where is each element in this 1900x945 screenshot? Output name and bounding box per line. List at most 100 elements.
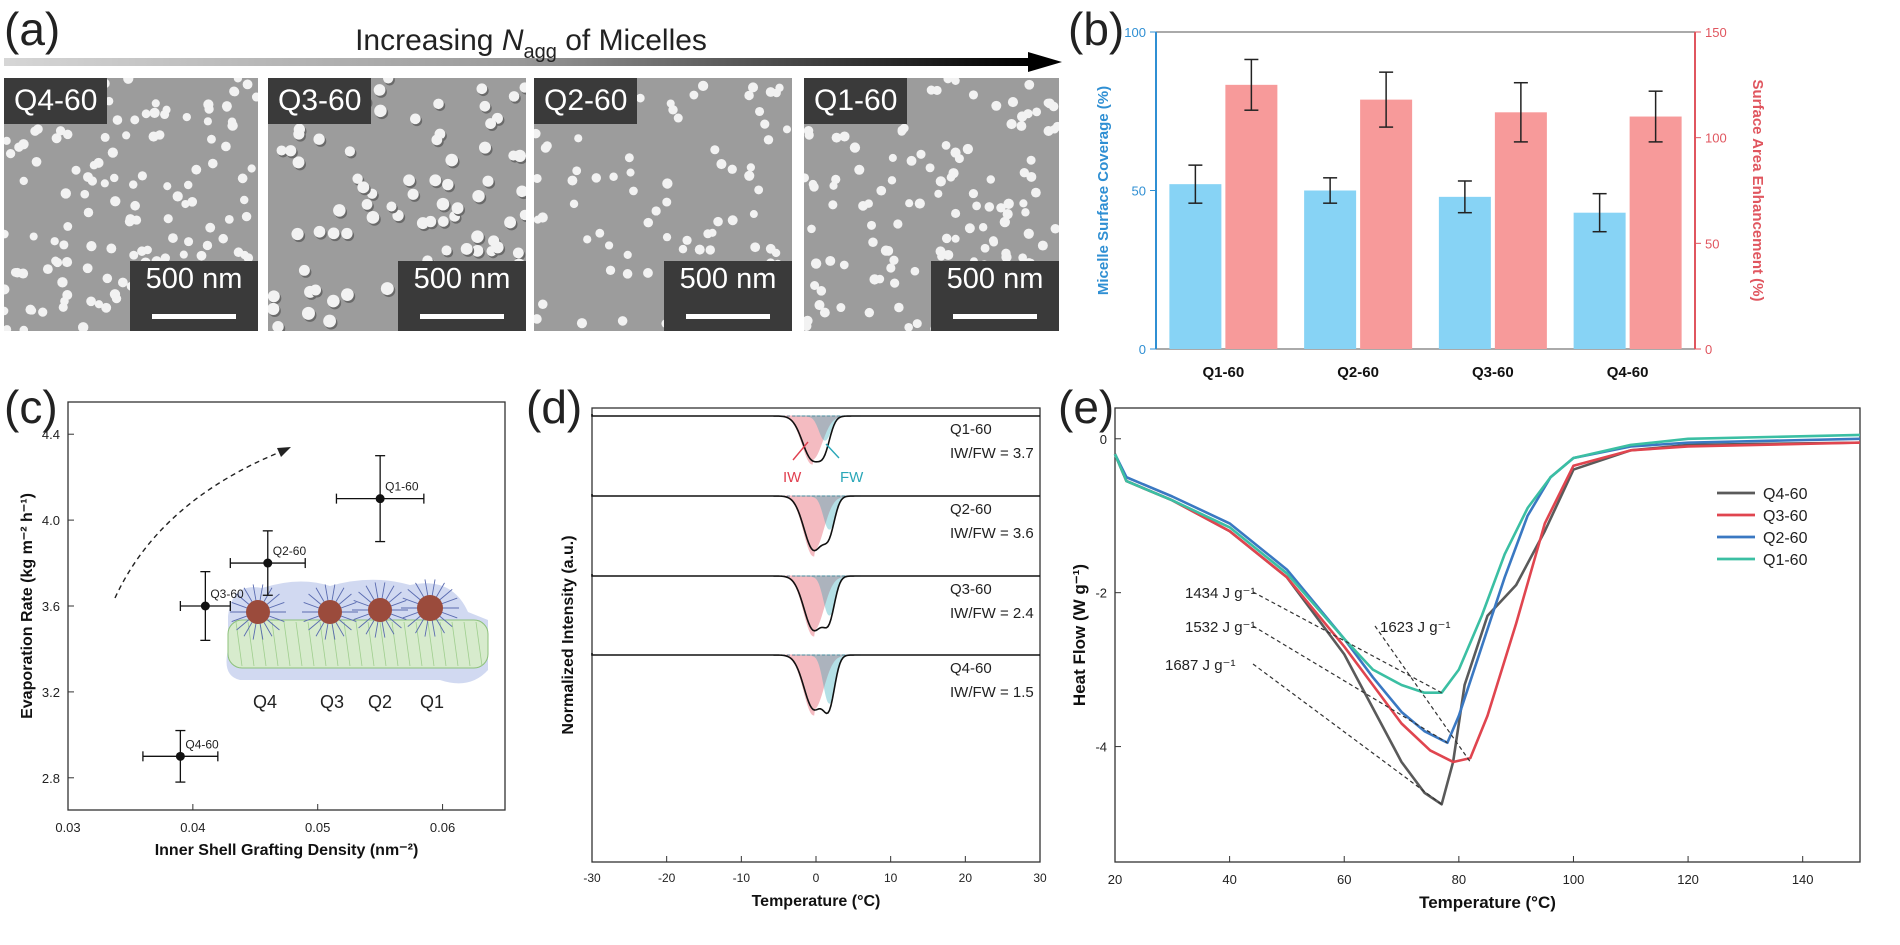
micelle-particle	[831, 174, 841, 184]
coverage-bar	[1304, 190, 1357, 349]
micelle-particle	[694, 244, 705, 255]
micelle-particle	[849, 142, 861, 153]
x-axis-label: Temperature (°C)	[1419, 893, 1556, 912]
micelle-particle	[155, 130, 165, 140]
micelle-particle	[893, 219, 903, 229]
micelle-particle	[605, 265, 616, 275]
micelle-particle	[100, 132, 110, 142]
micelle-particle	[87, 176, 97, 186]
micelle-particle	[617, 316, 628, 326]
micelle-particle	[207, 134, 216, 144]
micelle-particle	[62, 289, 73, 300]
inset-mesh-line	[415, 621, 423, 667]
micelle-particle	[471, 230, 484, 243]
panel-label-b: (b)	[1068, 3, 1125, 55]
micelle-particle	[4, 306, 9, 316]
micelle-particle	[623, 250, 632, 259]
fw-arrow	[825, 443, 840, 459]
inset-mesh-line	[391, 621, 399, 667]
micelle-particle	[112, 115, 123, 125]
micelle-particle	[357, 181, 370, 194]
inset-mesh-line	[319, 621, 327, 667]
micelle-particle	[19, 325, 29, 331]
micelle-particle	[1043, 125, 1054, 136]
micelle-particle	[172, 191, 183, 202]
micelle-particle	[894, 302, 904, 313]
enhancement-bar	[1494, 112, 1547, 349]
total-curve	[591, 574, 1040, 632]
micelle-particle	[513, 149, 526, 162]
x-tick-label: 20	[959, 871, 973, 885]
series-label: Q4-60	[950, 660, 992, 677]
micelle-particle	[574, 134, 583, 143]
micelle-particle	[251, 92, 258, 102]
micelle-particle	[996, 203, 1006, 213]
micelle-particle	[1019, 199, 1028, 208]
data-point	[263, 558, 273, 568]
inset-mesh-line	[283, 621, 291, 667]
sem-image-q2: Q2-60 500 nm	[534, 78, 792, 331]
x-tick-label: Q1-60	[1203, 364, 1245, 380]
micelle-particle	[60, 188, 71, 199]
micelle-particle	[678, 244, 688, 254]
micelle-particle	[4, 229, 9, 239]
micelle-particle	[583, 235, 592, 244]
micelle-particle	[122, 131, 131, 140]
x-tick-label: Q2-60	[1337, 364, 1379, 380]
micelle-particle	[889, 255, 899, 265]
enthalpy-arrow	[1252, 591, 1442, 694]
micelle-particle	[42, 264, 53, 275]
x-tick-label: 60	[1337, 872, 1351, 887]
y-right-tick-label: 50	[1705, 236, 1719, 251]
trend-arrow	[114, 449, 286, 599]
micelle-particle	[77, 322, 89, 331]
micelle-particle	[205, 222, 216, 233]
inset-label: Q1	[420, 692, 444, 712]
micelle-particle	[1006, 118, 1017, 130]
iw-label: IW	[783, 469, 802, 486]
micelle-particle	[508, 91, 520, 102]
point-label: Q1-60	[385, 480, 419, 494]
micelle-particle	[429, 174, 442, 187]
micelle-particle	[888, 153, 897, 162]
micelle-particle	[191, 164, 202, 175]
ratio-label: IW/FW = 1.5	[950, 684, 1034, 701]
micelle-particle	[825, 255, 836, 266]
inset-mesh-line	[355, 621, 363, 667]
enthalpy-arrow	[1252, 625, 1448, 744]
micelle-particle	[1023, 228, 1034, 239]
micelle-particle	[59, 240, 69, 250]
micelle-particle	[978, 223, 988, 232]
data-point	[175, 751, 185, 761]
micelle-particle	[991, 100, 1002, 111]
micelle-particle	[880, 245, 892, 256]
micelle-particle	[130, 200, 140, 211]
micelle-particle	[61, 257, 73, 268]
heat-flow-curve	[1113, 441, 1861, 764]
micelle-particle	[479, 100, 491, 112]
micelle-particle	[141, 109, 151, 119]
micelle-particle	[203, 117, 212, 126]
total-curve	[591, 414, 1040, 463]
micelle-particle	[366, 211, 380, 224]
micelle-particle	[609, 172, 618, 181]
coverage-bar	[1573, 212, 1626, 349]
inset-mesh-line	[475, 621, 483, 667]
micelle-particle	[651, 206, 661, 216]
micelle-particle	[934, 189, 943, 198]
micelle-particle	[886, 263, 896, 273]
enthalpy-label: 1687 J g⁻¹	[1165, 657, 1235, 674]
micelle-particle	[868, 237, 878, 247]
micelle-particle	[744, 90, 754, 101]
sem-label: Q4-60	[4, 78, 108, 124]
micelle-particle	[386, 201, 397, 212]
micelle-particle	[25, 304, 36, 315]
micelle-particle	[804, 320, 812, 331]
micelle-particle	[38, 307, 48, 317]
x-axis-label: Inner Shell Grafting Density (nm⁻²)	[155, 842, 419, 859]
micelle-particle	[80, 189, 90, 199]
micelle-particle	[327, 227, 340, 240]
panel-a-arrow: Increasing Nagg of Micelles	[4, 24, 1062, 72]
micelle-particle	[673, 113, 683, 123]
y-tick-label: 3.2	[42, 685, 60, 700]
